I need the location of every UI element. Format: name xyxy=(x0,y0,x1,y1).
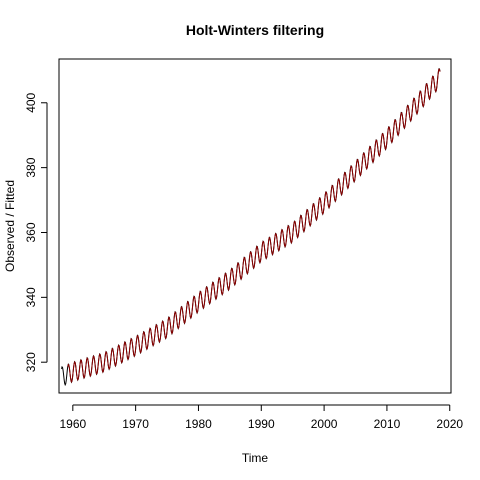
x-tick-label: 1990 xyxy=(248,417,275,431)
x-tick-label: 2020 xyxy=(436,417,463,431)
series-layer xyxy=(61,68,441,387)
y-axis: 320 340 360 380 400 xyxy=(24,92,48,372)
fitted-series-line xyxy=(67,68,441,384)
x-axis-label: Time xyxy=(242,451,269,465)
y-tick-label: 360 xyxy=(24,222,38,242)
plot-frame xyxy=(58,58,452,394)
y-tick-label: 380 xyxy=(24,157,38,177)
x-tick-label: 1970 xyxy=(122,417,149,431)
y-tick-label: 320 xyxy=(24,352,38,372)
y-tick-label: 340 xyxy=(24,287,38,307)
y-axis-label: Observed / Fitted xyxy=(3,180,17,272)
x-tick-label: 2010 xyxy=(374,417,401,431)
x-tick-label: 2000 xyxy=(311,417,338,431)
y-tick-label: 400 xyxy=(24,92,38,112)
x-axis: 1960 1970 1980 1990 2000 2010 2020 xyxy=(59,404,463,431)
x-tick-label: 1960 xyxy=(59,417,86,431)
observed-series-line xyxy=(61,68,441,387)
chart-title: Holt-Winters filtering xyxy=(186,22,324,38)
x-tick-label: 1980 xyxy=(185,417,212,431)
